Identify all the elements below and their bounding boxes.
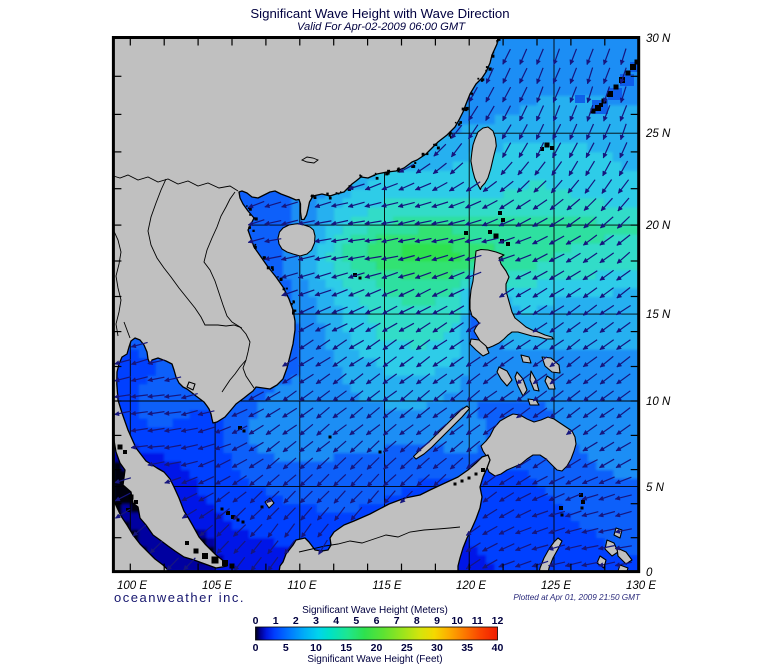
svg-text:20: 20 <box>371 642 383 654</box>
svg-text:30: 30 <box>431 642 443 654</box>
svg-text:9: 9 <box>434 615 440 627</box>
svg-text:125 E: 125 E <box>541 580 571 592</box>
svg-text:105 E: 105 E <box>202 580 232 592</box>
svg-text:110 E: 110 E <box>287 580 317 592</box>
svg-text:10 N: 10 N <box>646 396 671 408</box>
svg-text:8: 8 <box>414 615 420 627</box>
svg-text:25 N: 25 N <box>645 128 671 140</box>
svg-text:100 E: 100 E <box>117 580 147 592</box>
svg-text:25: 25 <box>401 642 413 654</box>
svg-text:4: 4 <box>333 615 339 627</box>
svg-text:30 N: 30 N <box>646 33 671 45</box>
svg-text:11: 11 <box>472 615 483 627</box>
svg-text:12: 12 <box>492 615 504 627</box>
svg-text:40: 40 <box>492 642 504 654</box>
svg-text:35: 35 <box>461 642 473 654</box>
svg-text:5: 5 <box>283 642 289 654</box>
svg-text:1: 1 <box>273 615 279 627</box>
svg-text:0: 0 <box>253 615 259 627</box>
svg-text:10: 10 <box>310 642 322 654</box>
svg-text:15 N: 15 N <box>646 309 671 321</box>
svg-text:115 E: 115 E <box>372 580 402 592</box>
svg-text:3: 3 <box>313 615 319 627</box>
svg-text:10: 10 <box>451 615 463 627</box>
svg-text:7: 7 <box>394 615 400 627</box>
svg-text:130 E: 130 E <box>626 580 656 592</box>
svg-text:Significant Wave Height (Feet): Significant Wave Height (Feet) <box>307 654 442 665</box>
svg-text:120 E: 120 E <box>456 580 486 592</box>
svg-text:6: 6 <box>374 615 380 627</box>
svg-text:15: 15 <box>340 642 352 654</box>
svg-text:Significant Wave Height (Meter: Significant Wave Height (Meters) <box>302 605 448 616</box>
svg-text:Plotted at Apr 01, 2009 21:50: Plotted at Apr 01, 2009 21:50 GMT <box>513 593 641 602</box>
svg-text:0: 0 <box>646 567 653 579</box>
svg-text:Valid For Apr-02-2009 06:00 GM: Valid For Apr-02-2009 06:00 GMT <box>297 21 466 33</box>
svg-text:0: 0 <box>253 642 259 654</box>
svg-text:5 N: 5 N <box>646 482 665 494</box>
svg-text:Significant Wave Height with W: Significant Wave Height with Wave Direct… <box>250 6 509 21</box>
svg-text:oceanweather inc.: oceanweather inc. <box>114 590 245 605</box>
svg-text:5: 5 <box>353 615 359 627</box>
svg-text:2: 2 <box>293 615 299 627</box>
svg-text:20 N: 20 N <box>645 220 671 232</box>
